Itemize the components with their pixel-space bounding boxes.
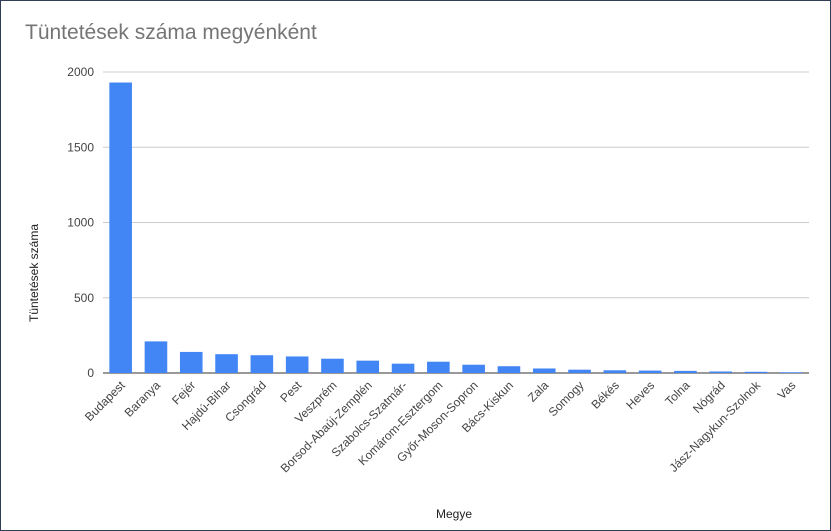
x-axis-title: Megye [436, 507, 472, 521]
y-tick-label: 1500 [67, 140, 94, 154]
bar-jász-nagykun-szolnok [744, 371, 768, 373]
x-tick-label: Pest [277, 378, 304, 405]
bar-nógrád [709, 371, 733, 373]
x-tick-label: Budapest [82, 378, 128, 424]
y-tick-label: 1000 [67, 216, 94, 230]
bar-veszprém [321, 358, 344, 373]
x-tick-label: Zala [525, 378, 552, 405]
bar-csongrád [250, 355, 274, 373]
bar-tolna [674, 370, 697, 373]
bar-budapest [109, 82, 132, 373]
bar-heves [638, 370, 662, 373]
bar-somogy [568, 369, 591, 373]
bar-győr-moson-sopron [462, 364, 485, 373]
y-tick-label: 2000 [67, 65, 94, 79]
bar-zala [532, 368, 556, 373]
x-tick-label: Baranya [122, 378, 164, 420]
gridlines [103, 71, 809, 374]
bar-borsod-abaúj-zemplén [356, 360, 380, 373]
x-tick-label: Vas [775, 378, 799, 402]
x-tick-label: Tolna [662, 378, 692, 408]
x-tick-label: Fejér [169, 378, 198, 407]
y-axis-ticks: 0 500 1000 1500 2000 [67, 65, 94, 380]
bar-pest [285, 356, 309, 373]
chart-title: Tüntetések száma megyénként [25, 21, 317, 44]
bar-fejér [179, 351, 203, 373]
bar-bács-kiskun [497, 366, 521, 373]
bar-szabolcs-szatmár [391, 363, 415, 373]
bar-vas [780, 372, 803, 373]
x-tick-label: Heves [623, 378, 657, 412]
bar-komárom-esztergom [427, 361, 450, 373]
bar-baranya [144, 341, 168, 373]
x-tick-label: Békés [588, 378, 621, 411]
bar-békés [603, 370, 627, 373]
y-axis-title: Tüntetések száma [27, 224, 41, 322]
y-tick-label: 500 [74, 291, 94, 305]
bars [109, 82, 803, 373]
bar-hajdú-bihar [215, 354, 238, 373]
y-tick-label: 0 [87, 366, 94, 380]
x-tick-label: Somogy [546, 378, 587, 419]
